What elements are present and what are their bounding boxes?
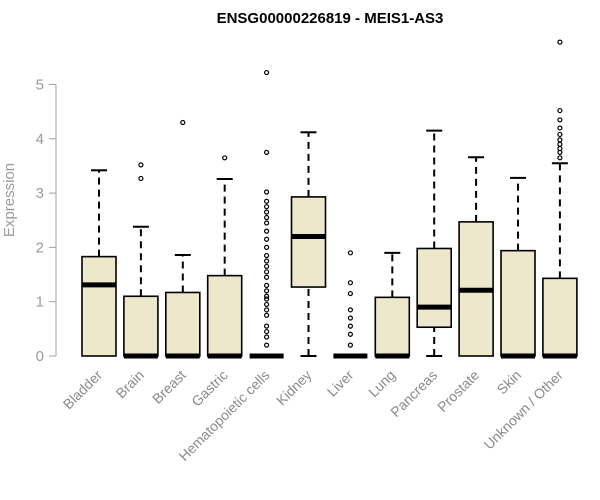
- outlier-point: [264, 269, 270, 275]
- outlier-point: [264, 149, 270, 155]
- box-rect: [165, 291, 201, 357]
- outlier-point: [557, 131, 563, 138]
- y-axis: 0 1 2 3 4 5: [36, 77, 57, 365]
- y-tick-label: 3: [36, 185, 44, 202]
- x-tick-label: Bladder: [60, 367, 106, 413]
- box-breast: [165, 119, 201, 359]
- outlier-point: [180, 119, 186, 126]
- outlier-point: [264, 328, 270, 335]
- outlier-point: [264, 263, 270, 270]
- outlier-point: [557, 125, 563, 131]
- box-rect: [290, 196, 327, 288]
- box-group: [81, 39, 578, 359]
- box-kidney: [290, 131, 327, 357]
- outlier-point: [264, 214, 270, 221]
- x-tick-label: Breast: [149, 367, 189, 407]
- y-tick-label: 0: [36, 348, 44, 365]
- box-rect: [206, 274, 243, 357]
- outlier-point: [264, 274, 270, 280]
- outlier-point: [264, 252, 270, 259]
- box-skin: [500, 176, 536, 359]
- box-brain: [123, 162, 159, 359]
- outlier-point: [264, 293, 270, 299]
- x-tick-label: Kidney: [273, 367, 315, 409]
- chart-title: ENSG00000226819 - MEIS1-AS3: [217, 10, 444, 27]
- outlier-point: [264, 244, 270, 250]
- outlier-point: [557, 141, 563, 147]
- outlier-point: [264, 69, 270, 76]
- y-axis-label: Expression: [1, 163, 18, 237]
- box-hematopoietic-cells: [249, 69, 284, 359]
- outlier-point: [347, 342, 353, 348]
- outlier-point: [138, 175, 144, 182]
- outlier-point: [264, 288, 270, 294]
- box-bladder: [81, 169, 117, 357]
- outlier-point: [557, 39, 563, 45]
- y-tick-label: 1: [36, 294, 44, 311]
- box-rect: [542, 277, 578, 357]
- outlier-point: [264, 204, 270, 210]
- x-tick-label: Prostate: [434, 367, 482, 415]
- x-tick-label: Liver: [324, 367, 357, 400]
- outlier-point: [264, 296, 270, 302]
- x-tick-label: Brain: [113, 367, 147, 401]
- outlier-point: [557, 155, 563, 161]
- outlier-point: [264, 301, 270, 308]
- outlier-point: [264, 198, 270, 204]
- box-rect: [416, 247, 453, 329]
- outlier-point: [264, 228, 270, 234]
- outlier-point: [347, 307, 353, 313]
- box-lung: [374, 251, 411, 359]
- box-prostate: [458, 156, 494, 357]
- outlier-point: [264, 312, 270, 318]
- box-rect: [374, 296, 411, 357]
- outlier-point: [264, 209, 270, 215]
- outlier-point: [347, 290, 353, 297]
- box-liver: [333, 250, 368, 359]
- outlier-point: [264, 334, 270, 340]
- outlier-point: [264, 258, 270, 264]
- box-rect: [123, 295, 159, 357]
- outlier-point: [138, 162, 144, 168]
- y-tick-label: 2: [36, 239, 44, 256]
- outlier-point: [347, 315, 353, 321]
- outlier-point: [347, 323, 353, 329]
- outlier-point: [264, 282, 270, 289]
- outlier-point: [557, 107, 563, 114]
- y-tick-label: 4: [36, 131, 44, 148]
- y-tick-label: 5: [36, 77, 44, 94]
- box-rect: [81, 255, 117, 357]
- x-tick-label: Skin: [494, 367, 525, 398]
- outlier-point: [264, 323, 270, 329]
- outlier-point: [557, 117, 563, 123]
- outlier-point: [264, 189, 270, 195]
- x-tick-label: Lung: [365, 367, 398, 400]
- outlier-point: [347, 331, 353, 337]
- outlier-point: [347, 280, 353, 286]
- box-gastric: [206, 155, 243, 359]
- outlier-point: [347, 250, 353, 256]
- box-pancreas: [416, 129, 453, 357]
- outlier-point: [222, 155, 228, 161]
- box-rect: [500, 249, 536, 357]
- outlier-point: [264, 307, 270, 313]
- outlier-point: [264, 342, 270, 348]
- outlier-point: [264, 220, 270, 226]
- x-tick-label: Pancreas: [387, 367, 440, 420]
- outlier-point: [557, 137, 563, 143]
- box-unknown-other: [542, 39, 578, 359]
- x-tick-label: Unknown / Other: [480, 367, 566, 453]
- outlier-point: [264, 236, 270, 242]
